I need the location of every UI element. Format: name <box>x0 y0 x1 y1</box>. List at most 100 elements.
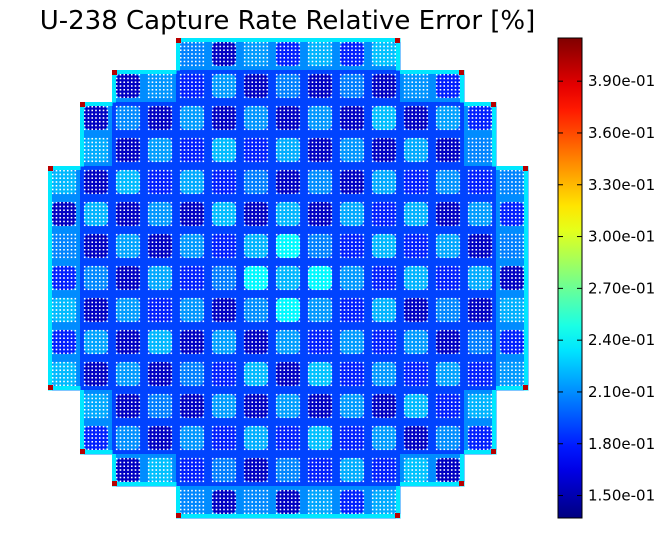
assembly-cell <box>144 198 177 231</box>
assembly-cell <box>432 166 465 199</box>
colorbar-tick-label: 1.50e-01 <box>588 487 655 505</box>
assembly-cell <box>272 134 305 167</box>
chart-title: U-238 Capture Rate Relative Error [%] <box>39 6 536 36</box>
fuel-pins <box>179 233 205 259</box>
fuel-pins <box>307 169 333 195</box>
colorbar-tick-label: 3.90e-01 <box>588 72 655 90</box>
assembly-cell <box>176 230 209 263</box>
assembly-cell <box>240 38 273 71</box>
assembly-cell <box>176 134 209 167</box>
colorbar-tick-label: 1.80e-01 <box>588 435 655 453</box>
assembly-cell <box>496 198 529 231</box>
assembly-cell <box>464 134 497 167</box>
assembly-cell <box>368 102 401 135</box>
fuel-pins <box>243 233 269 259</box>
colorbar-tick-label: 3.00e-01 <box>588 228 655 246</box>
fuel-pins <box>435 105 461 131</box>
assembly-cell <box>80 166 113 199</box>
fuel-pins <box>403 105 429 131</box>
fuel-pins <box>243 137 269 163</box>
assembly-cell <box>208 230 241 263</box>
assembly-cell <box>336 70 369 103</box>
fuel-pins <box>83 137 109 163</box>
assembly-cell <box>304 38 337 71</box>
fuel-pins <box>435 137 461 163</box>
fuel-pins <box>403 201 429 227</box>
fuel-pins <box>339 73 365 99</box>
fuel-pins <box>403 73 429 99</box>
assembly-cell <box>112 70 145 103</box>
fuel-pins <box>467 169 493 195</box>
fuel-pins <box>307 201 333 227</box>
colorbar-gradient <box>557 37 583 519</box>
fuel-pins <box>147 169 173 195</box>
fuel-pins <box>243 41 269 67</box>
fuel-pins <box>371 137 397 163</box>
assembly-cell <box>272 230 305 263</box>
assembly-cell <box>112 198 145 231</box>
fuel-pins <box>307 105 333 131</box>
assembly-cell <box>304 198 337 231</box>
assembly-cell <box>144 134 177 167</box>
assembly-cell <box>400 198 433 231</box>
fuel-pins <box>435 201 461 227</box>
fuel-pins <box>339 201 365 227</box>
fuel-pins <box>115 201 141 227</box>
assembly-cell <box>240 134 273 167</box>
assembly-cell <box>336 134 369 167</box>
assembly-cell <box>304 166 337 199</box>
fuel-pins <box>147 73 173 99</box>
fuel-pins <box>243 201 269 227</box>
fuel-pins <box>467 105 493 131</box>
fuel-pins <box>371 201 397 227</box>
assembly-cell <box>368 166 401 199</box>
fuel-pins <box>275 105 301 131</box>
fuel-pins <box>307 41 333 67</box>
fuel-pins <box>467 201 493 227</box>
assembly-cell <box>336 38 369 71</box>
assembly-cell <box>432 134 465 167</box>
fuel-pins <box>275 233 301 259</box>
fuel-pins <box>499 201 525 227</box>
fuel-pins <box>83 233 109 259</box>
assembly-cell <box>112 134 145 167</box>
fuel-pins <box>51 233 77 259</box>
fuel-pins <box>275 169 301 195</box>
fuel-pins <box>115 73 141 99</box>
assembly-cell <box>304 134 337 167</box>
assembly-cell <box>272 198 305 231</box>
fuel-pins <box>371 73 397 99</box>
assembly-cell <box>144 70 177 103</box>
fuel-pins <box>339 169 365 195</box>
fuel-pins <box>403 169 429 195</box>
assembly-cell <box>208 166 241 199</box>
assembly-cell <box>240 70 273 103</box>
assembly-cell <box>336 230 369 263</box>
assembly-cell <box>144 230 177 263</box>
assembly-cell <box>272 70 305 103</box>
assembly-cell <box>176 102 209 135</box>
fuel-pins <box>51 201 77 227</box>
fuel-pins <box>403 137 429 163</box>
assembly-cell <box>304 70 337 103</box>
fuel-pins <box>115 105 141 131</box>
fuel-pins <box>147 137 173 163</box>
assembly-cell <box>240 198 273 231</box>
assembly-cell <box>208 70 241 103</box>
assembly-cell <box>48 166 81 199</box>
assembly-cell <box>208 134 241 167</box>
fuel-pins <box>211 137 237 163</box>
assembly-cell <box>208 198 241 231</box>
fuel-pins <box>211 233 237 259</box>
assembly-cell <box>464 102 497 135</box>
fuel-pins <box>211 73 237 99</box>
assembly-cell <box>464 198 497 231</box>
assembly-cell <box>496 166 529 199</box>
fuel-pins <box>371 41 397 67</box>
assembly-cell <box>400 102 433 135</box>
fuel-pins <box>115 137 141 163</box>
assembly-cell <box>240 230 273 263</box>
colorbar-tick-label: 3.30e-01 <box>588 176 655 194</box>
fuel-pins <box>83 105 109 131</box>
